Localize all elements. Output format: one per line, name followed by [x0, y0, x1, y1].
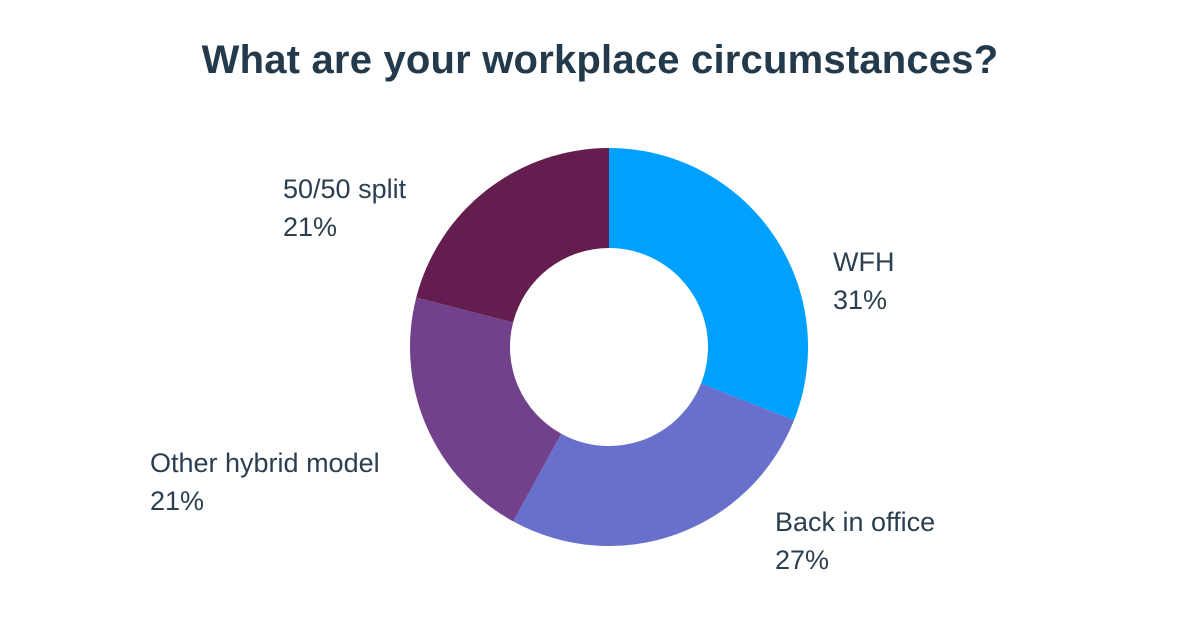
- slice-label-other-hybrid-model: Other hybrid model 21%: [150, 444, 380, 520]
- donut-slice-50-50-split: [416, 148, 609, 323]
- donut-slice-wfh: [609, 148, 809, 421]
- slice-label-name: 50/50 split: [283, 174, 407, 204]
- slice-label-name: Other hybrid model: [150, 448, 380, 478]
- slice-label-back-in-office: Back in office 27%: [775, 503, 935, 579]
- chart-title: What are your workplace circumstances?: [201, 38, 999, 82]
- slice-label-50-50-split: 50/50 split 21%: [283, 170, 406, 246]
- slice-label-value: 31%: [833, 285, 888, 315]
- slice-label-value: 27%: [775, 545, 830, 575]
- slice-label-name: WFH: [833, 247, 895, 277]
- slice-label-value: 21%: [283, 212, 338, 242]
- slice-label-value: 21%: [150, 486, 205, 516]
- slice-label-name: Back in office: [775, 507, 936, 537]
- donut-slice-other-hybrid-model: [410, 297, 562, 522]
- slice-label-wfh: WFH 31%: [833, 243, 894, 319]
- donut-slices: [410, 148, 809, 546]
- donut-slice-back-in-office: [513, 383, 795, 546]
